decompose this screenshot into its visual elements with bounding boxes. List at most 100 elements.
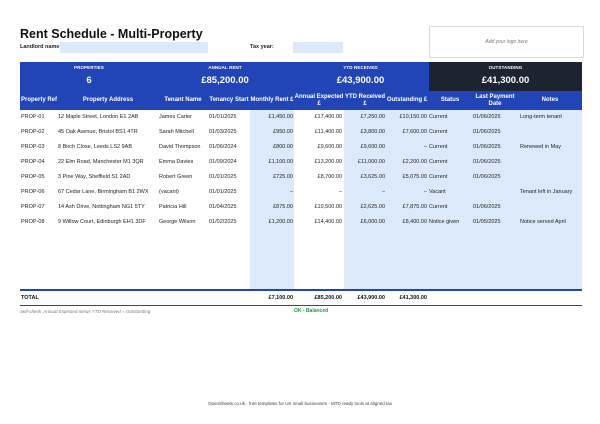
cell-ref[interactable]: PROP-05 [21, 174, 45, 180]
cell-tenant[interactable]: (vacant) [159, 189, 179, 195]
table-row: PROP-05 3 Pine Way, Sheffield S1 2AD Rob… [20, 170, 582, 185]
logo-placeholder-box[interactable]: Add your logo here [429, 26, 584, 58]
cell-ytd[interactable]: – [381, 189, 385, 195]
cell-outstanding: £7,875.00 [402, 204, 427, 210]
cell-notes[interactable] [520, 170, 582, 185]
cell-annual: £14,400.00 [314, 219, 342, 225]
table-row: PROP-06 67 Cedar Lane, Birmingham B1 2WX… [20, 185, 582, 200]
cell-status[interactable]: Vacant [429, 189, 446, 195]
cell-notes[interactable]: Renewed in May [520, 144, 561, 150]
cell-monthly[interactable]: £725.00 [273, 174, 293, 180]
cell-last-payment[interactable] [473, 185, 518, 200]
cell-outstanding: £8,400.00 [402, 219, 427, 225]
cell-annual: £11,400.00 [314, 129, 342, 135]
cell-monthly[interactable]: £1,100.00 [268, 159, 293, 165]
cell-last-payment[interactable]: 01/05/2025 [473, 219, 501, 225]
cell-tenant[interactable]: Robert Green [159, 174, 193, 180]
cell-notes[interactable]: Tenant left in January [520, 189, 573, 195]
table-row: PROP-04 22 Elm Road, Manchester M1 3QR E… [20, 155, 582, 170]
cell-tenant[interactable]: Sarah Mitchell [159, 129, 194, 135]
total-row: TOTAL £7,100.00 £85,200.00 £43,900.00 £4… [20, 292, 582, 305]
cell-address[interactable]: 3 Pine Way, Sheffield S1 2AD [58, 174, 131, 180]
footer-text: OpenSheets.co.uk · free templates for UK… [207, 401, 393, 406]
cell-annual: £8,700.00 [317, 174, 342, 180]
cell-address[interactable]: 67 Cedar Lane, Birmingham B1 2WX [58, 189, 149, 195]
cell-address[interactable]: 45 Oak Avenue, Bristol BS1 4TR [58, 129, 138, 135]
cell-start[interactable]: 01/02/2025 [209, 219, 237, 225]
cell-ref[interactable]: PROP-08 [21, 219, 45, 225]
cell-monthly[interactable]: £800.00 [273, 144, 293, 150]
cell-ytd[interactable]: £11,000.00 [357, 159, 385, 165]
cell-start[interactable]: 01/01/2025 [209, 114, 237, 120]
col-header-annual: Annual Expected £ [294, 93, 344, 107]
cell-tenant[interactable]: George Wilson [159, 219, 196, 225]
cell-status[interactable]: Current [429, 174, 448, 180]
cell-tenant[interactable]: David Thompson [159, 144, 201, 150]
cell-ref[interactable]: PROP-01 [21, 114, 45, 120]
cell-start[interactable]: 01/09/2024 [209, 159, 237, 165]
cell-notes[interactable]: Long-term tenant [520, 114, 562, 120]
cell-address[interactable]: 8 Birch Close, Leeds LS2 9AB [58, 144, 132, 150]
cell-ref[interactable]: PROP-06 [21, 189, 45, 195]
landlord-name-input[interactable] [60, 42, 208, 53]
cell-last-payment[interactable]: 01/06/2025 [473, 174, 501, 180]
cell-status[interactable]: Notice given [429, 219, 460, 225]
cell-notes[interactable] [520, 155, 582, 170]
cell-tenant[interactable]: James Carter [159, 114, 193, 120]
cell-monthly[interactable]: £950.00 [273, 129, 293, 135]
cell-ref[interactable]: PROP-07 [21, 204, 45, 210]
summary-ytd-received-label: YTD RECEIVED [343, 65, 378, 70]
status-notes-input-column [428, 110, 582, 289]
table-row: PROP-02 45 Oak Avenue, Bristol BS1 4TR S… [20, 125, 582, 140]
cell-notes[interactable]: Notice served April [520, 219, 566, 225]
summary-outstanding-value: £41,300.00 [481, 75, 530, 86]
cell-start[interactable]: 01/03/2025 [209, 129, 237, 135]
cell-tenant[interactable]: Patricia Hill [159, 204, 187, 210]
cell-ref[interactable]: PROP-02 [21, 129, 45, 135]
cell-address[interactable]: 14 Ash Drive, Nottingham NG1 5TY [58, 204, 145, 210]
cell-status[interactable]: Current [429, 159, 448, 165]
cell-ref[interactable]: PROP-04 [21, 159, 45, 165]
cell-status[interactable]: Current [429, 144, 448, 150]
cell-last-payment[interactable]: 01/06/2025 [473, 204, 501, 210]
cell-notes[interactable] [520, 125, 582, 140]
cell-ref[interactable]: PROP-03 [21, 144, 45, 150]
cell-address[interactable]: 22 Elm Road, Manchester M1 3QR [58, 159, 144, 165]
cell-tenant[interactable]: Emma Davies [159, 159, 194, 165]
tax-year-input[interactable] [293, 42, 343, 53]
summary-annual-rent-label: ANNUAL RENT [208, 65, 242, 70]
cell-ytd[interactable]: £2,625.00 [360, 204, 385, 210]
cell-status[interactable]: Current [429, 114, 448, 120]
cell-address[interactable]: 9 Willow Court, Edinburgh EH1 3DF [58, 219, 146, 225]
cell-notes[interactable] [520, 200, 582, 215]
cell-outstanding: – [423, 144, 427, 150]
cell-address[interactable]: 12 Maple Street, London E1 2AB [58, 114, 139, 120]
cell-status[interactable]: Current [429, 204, 448, 210]
cell-monthly[interactable]: – [289, 189, 293, 195]
cell-outstanding: £10,150.00 [399, 114, 427, 120]
self-check-note: Self-check: Annual Expected minus YTD Re… [20, 309, 151, 314]
cell-start[interactable]: 01/01/2025 [209, 189, 237, 195]
cell-last-payment[interactable]: 01/06/2025 [473, 129, 501, 135]
summary-outstanding-label: OUTSTANDING [488, 65, 523, 70]
cell-ytd[interactable]: £7,250.00 [360, 114, 385, 120]
cell-monthly[interactable]: £1,450.00 [268, 114, 293, 120]
received-input-column [344, 110, 428, 289]
cell-status[interactable]: Current [429, 129, 448, 135]
cell-start[interactable]: 01/01/2025 [209, 174, 237, 180]
col-header-last-payment: Last Payment Date [475, 93, 515, 107]
cell-monthly[interactable]: £875.00 [273, 204, 293, 210]
cell-start[interactable]: 01/06/2024 [209, 144, 237, 150]
cell-ytd[interactable]: £3,800.00 [360, 129, 385, 135]
cell-ytd[interactable]: £6,000.00 [360, 219, 385, 225]
cell-last-payment[interactable]: 01/06/2025 [473, 144, 501, 150]
cell-start[interactable]: 01/04/2025 [209, 204, 237, 210]
cell-last-payment[interactable]: 01/06/2025 [473, 114, 501, 120]
table-header: Property Ref Property Address Tenant Nam… [20, 91, 582, 110]
summary-properties-label: PROPERTIES [73, 65, 104, 70]
cell-ytd[interactable]: £9,600.00 [360, 144, 385, 150]
cell-last-payment[interactable]: 01/06/2025 [473, 159, 501, 165]
cell-monthly[interactable]: £1,200.00 [268, 219, 293, 225]
summary-outstanding: OUTSTANDING £41,300.00 [429, 62, 582, 91]
cell-ytd[interactable]: £3,625.00 [360, 174, 385, 180]
